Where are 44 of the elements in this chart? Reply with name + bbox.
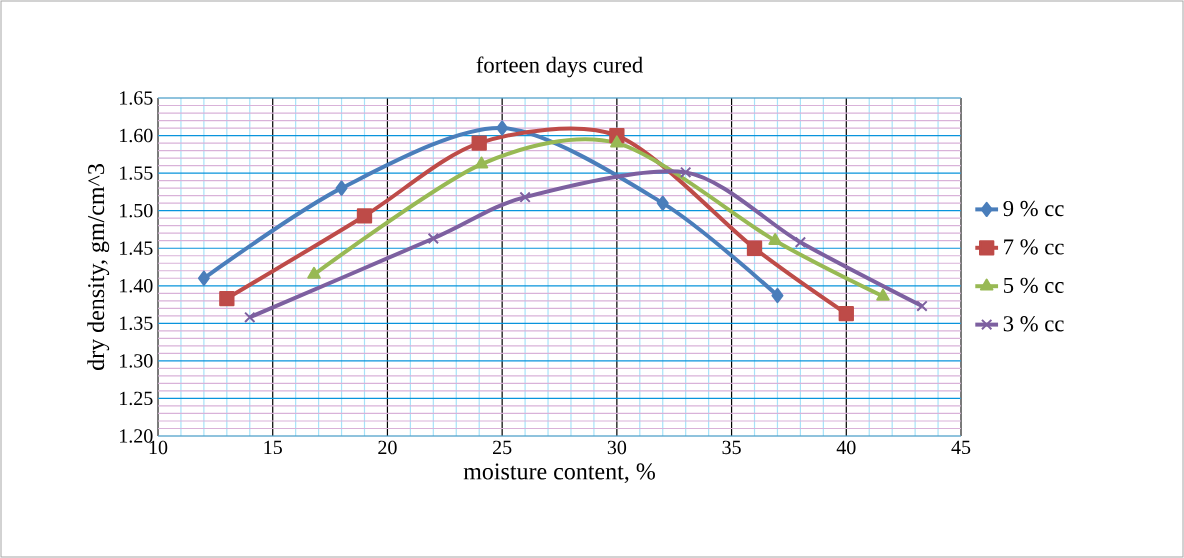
point (474, 156, 489, 169)
point (307, 266, 321, 279)
x-tick-label: 15 (264, 440, 282, 455)
x-tick-label: 20 (378, 440, 397, 455)
point (244, 311, 256, 324)
y-tick-label: 1.45 (120, 241, 153, 255)
point (916, 300, 928, 312)
y-axis-title: dry density, gm/cm^3 (87, 164, 110, 370)
legend-label: 5 % cc (1004, 277, 1064, 294)
y-tick-label: 1.65 (120, 91, 153, 105)
legend-label: 9 % cc (1003, 200, 1064, 217)
point (219, 290, 235, 307)
point (356, 208, 373, 224)
legend-label: 3 % cc (1003, 316, 1064, 332)
point (197, 270, 210, 286)
point (427, 232, 440, 245)
point (335, 180, 348, 196)
x-tick-label: 45 (951, 440, 971, 455)
x-tick-label: 35 (722, 440, 741, 455)
point (771, 287, 784, 304)
point (610, 135, 624, 148)
point (746, 240, 763, 256)
chart-title: forteen days cured (476, 56, 643, 78)
point (471, 135, 487, 151)
y-tick-label: 1.55 (120, 166, 153, 180)
point (496, 120, 509, 136)
point (679, 166, 692, 179)
y-tick-label: 1.35 (120, 316, 153, 331)
y-tick-label: 1.40 (120, 278, 153, 293)
point (656, 195, 669, 211)
y-tick-label: 1.50 (120, 203, 153, 218)
x-tick-label: 40 (836, 440, 856, 455)
point (838, 305, 854, 322)
point (876, 288, 890, 301)
y-tick-label: 1.60 (120, 128, 153, 143)
y-tick-label: 1.30 (120, 354, 153, 368)
legend-label: 7 % cc (1004, 239, 1064, 255)
y-tick-label: 1.25 (120, 391, 153, 406)
x-tick-label: 25 (493, 440, 512, 455)
point (519, 191, 531, 203)
point (768, 233, 782, 246)
point (794, 236, 807, 248)
x-tick-label: 30 (607, 440, 627, 455)
x-axis-title: moisture content, % (463, 463, 655, 484)
